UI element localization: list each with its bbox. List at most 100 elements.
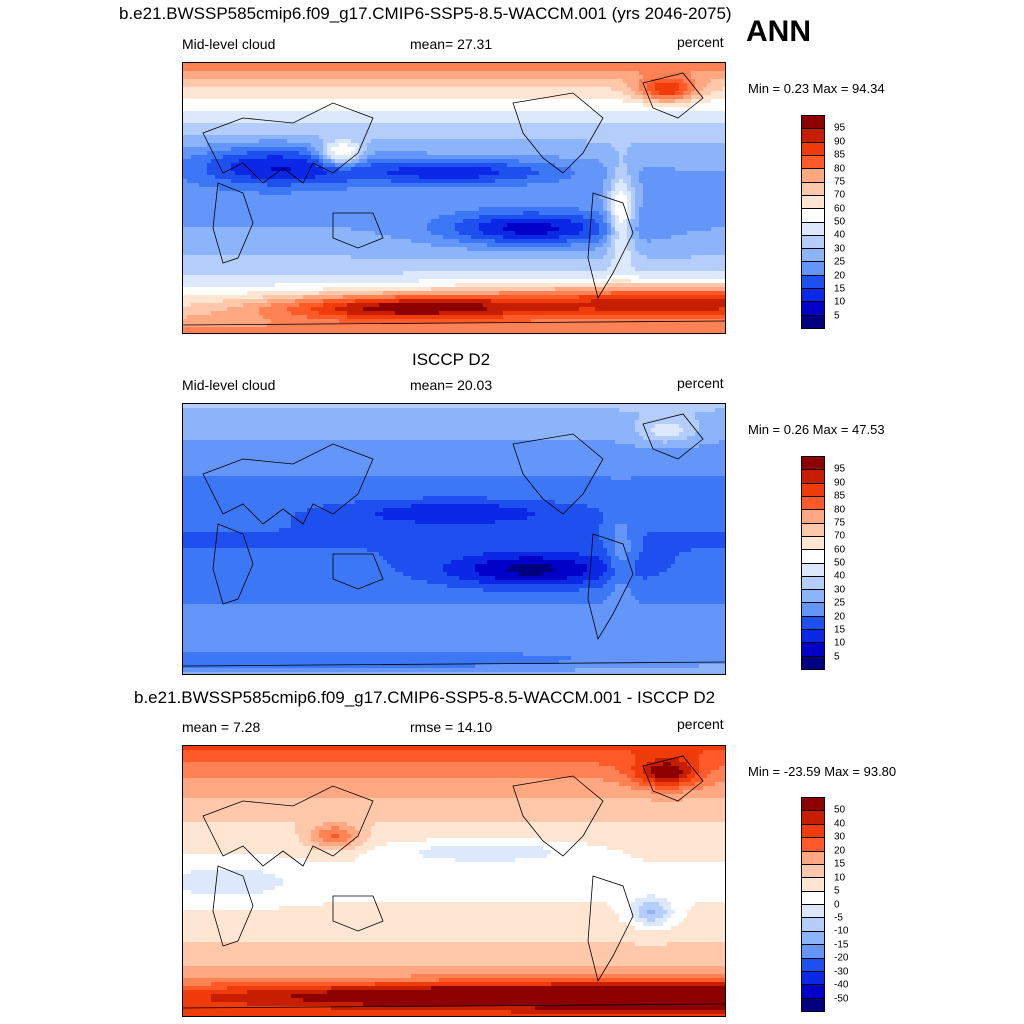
colorbar-tick-label: 40 <box>834 229 846 241</box>
colorbar-tick-label: 40 <box>834 570 846 582</box>
colorbar-swatch <box>802 890 824 904</box>
colorbar-tick-label: 95 <box>834 122 846 134</box>
colorbar-tick-label: 75 <box>834 176 846 188</box>
colorbar-swatch <box>802 629 824 643</box>
colorbar-tick-label: 10 <box>834 637 846 649</box>
colorbar-tick-label: 30 <box>834 243 846 255</box>
contour-field <box>183 404 725 674</box>
colorbar-swatch <box>802 810 824 824</box>
colorbar-swatch <box>802 522 824 536</box>
colorbar-swatch <box>802 234 824 249</box>
colorbar-swatch <box>802 482 824 496</box>
panel-3-rmse-label: rmse = 14.10 <box>410 719 493 735</box>
colorbar-swatch <box>802 288 824 302</box>
colorbar-tick-label: 50 <box>834 804 846 816</box>
colorbar-swatch <box>802 930 824 945</box>
colorbar-tick-label: 90 <box>834 136 846 148</box>
colorbar-swatch <box>802 970 824 985</box>
colorbar-swatch <box>802 863 824 878</box>
colorbar-swatch <box>802 589 824 603</box>
colorbar-tick-label: 5 <box>834 310 840 322</box>
panel-3-units-label: percent <box>677 716 724 732</box>
panel-1-map <box>182 62 726 334</box>
panel-1-title: b.e21.BWSSP585cmip6.f09_g17.CMIP6-SSP5-8… <box>119 4 732 23</box>
colorbar-tick-label: -5 <box>834 912 843 924</box>
colorbar-tick-label: -50 <box>834 993 849 1005</box>
panel-3-map <box>182 745 726 1017</box>
colorbar-swatch <box>802 904 824 918</box>
colorbar-swatch <box>802 314 824 328</box>
colorbar-tick-label: 5 <box>834 651 840 663</box>
colorbar-tick-label: -30 <box>834 966 849 978</box>
colorbar-swatch <box>802 469 824 483</box>
colorbar-swatch <box>802 495 824 510</box>
panel-2-units-label: percent <box>677 375 724 391</box>
colorbar-swatch <box>802 168 824 182</box>
colorbar-tick-label: 50 <box>834 216 846 228</box>
colorbar-swatch <box>802 917 824 931</box>
colorbar-swatch <box>802 944 824 958</box>
colorbar-tick-label: 50 <box>834 557 846 569</box>
colorbar-tick-label: 40 <box>834 818 846 830</box>
colorbar-swatch <box>802 457 824 470</box>
colorbar-tick-label: 15 <box>834 624 846 636</box>
colorbar-tick-label: 5 <box>834 885 840 897</box>
contour-field <box>183 746 725 1016</box>
colorbar-tick-label: 60 <box>834 203 846 215</box>
panel-3-title: b.e21.BWSSP585cmip6.f09_g17.CMIP6-SSP5-8… <box>134 688 716 707</box>
colorbar-swatch <box>802 957 824 971</box>
panel-3-minmax: Min = -23.59 Max = 93.80 <box>748 764 897 779</box>
colorbar-tick-label: 20 <box>834 845 846 857</box>
panel-2-variable-label: Mid-level cloud <box>182 377 276 393</box>
colorbar-swatch <box>802 798 824 811</box>
colorbar-swatch <box>802 602 824 616</box>
panel-3-mean-label: mean = 7.28 <box>182 719 261 735</box>
colorbar-swatch <box>802 837 824 851</box>
panel-3-colorbar <box>801 797 825 1012</box>
colorbar-swatch <box>802 877 824 891</box>
colorbar-swatch <box>802 154 824 169</box>
panel-1-variable-label: Mid-level cloud <box>182 36 276 52</box>
colorbar-swatch <box>802 997 824 1011</box>
panel-1-colorbar <box>801 115 825 329</box>
colorbar-swatch <box>802 984 824 998</box>
colorbar-tick-label: 15 <box>834 283 846 295</box>
panel-2-colorbar <box>801 456 825 670</box>
season-label: ANN <box>746 15 811 48</box>
colorbar-tick-label: 80 <box>834 163 846 174</box>
colorbar-tick-label: 30 <box>834 584 846 596</box>
colorbar-swatch <box>802 535 824 550</box>
colorbar-swatch <box>802 128 824 142</box>
colorbar-tick-label: -20 <box>834 952 849 964</box>
colorbar-tick-label: 25 <box>834 597 846 609</box>
colorbar-tick-label: -40 <box>834 979 849 991</box>
colorbar-tick-label: 80 <box>834 504 846 515</box>
colorbar-tick-label: 70 <box>834 530 846 542</box>
colorbar-tick-label: 85 <box>834 490 846 502</box>
colorbar-tick-label: 90 <box>834 477 846 489</box>
contour-field <box>183 63 725 333</box>
colorbar-tick-label: 75 <box>834 517 846 529</box>
panel-2-map <box>182 403 726 675</box>
colorbar-swatch <box>802 823 824 838</box>
panel-1-mean-label: mean= 27.31 <box>410 36 493 52</box>
colorbar-swatch <box>802 850 824 864</box>
colorbar-tick-label: 25 <box>834 256 846 268</box>
colorbar-swatch <box>802 509 824 523</box>
panel-2-mean-label: mean= 20.03 <box>410 377 493 393</box>
colorbar-swatch <box>802 141 824 155</box>
colorbar-swatch <box>802 301 824 315</box>
panel-2-minmax: Min = 0.26 Max = 47.53 <box>748 422 885 437</box>
colorbar-swatch <box>802 221 824 235</box>
colorbar-swatch <box>802 575 824 590</box>
colorbar-tick-label: 15 <box>834 858 846 870</box>
colorbar-tick-label: 60 <box>834 544 846 556</box>
colorbar-tick-label: 10 <box>834 872 846 884</box>
colorbar-swatch <box>802 208 824 222</box>
colorbar-swatch <box>802 116 824 129</box>
colorbar-swatch <box>802 562 824 576</box>
colorbar-swatch <box>802 261 824 275</box>
colorbar-tick-label: 30 <box>834 831 846 843</box>
colorbar-tick-label: -10 <box>834 925 849 937</box>
colorbar-tick-label: 70 <box>834 189 846 201</box>
